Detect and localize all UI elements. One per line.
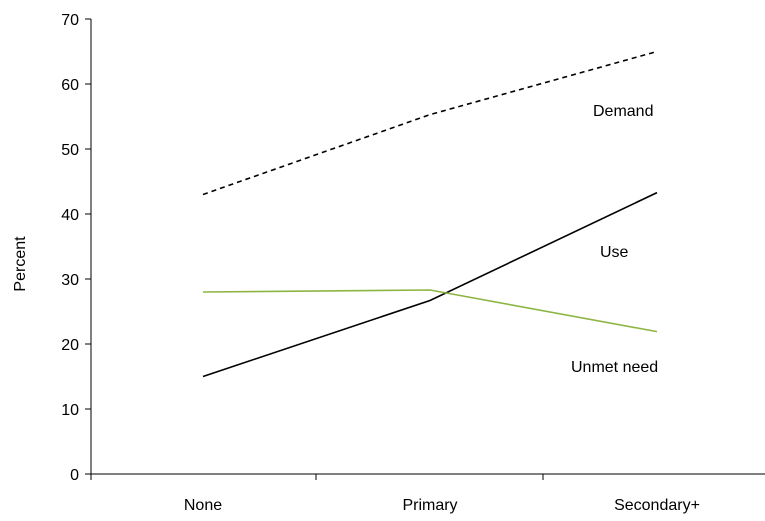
series-labels: Demand Use Unmet need [571, 103, 658, 376]
y-tick-label: 60 [61, 77, 79, 94]
y-tick-label: 50 [61, 142, 79, 159]
series-line-demand [202, 50, 658, 196]
series-label-demand: Demand [593, 103, 653, 120]
x-tick-label: Secondary+ [614, 497, 700, 514]
y-tick-label: 10 [61, 402, 79, 419]
series-label-unmet-need: Unmet need [571, 359, 658, 376]
series-lines [202, 50, 658, 378]
series-line-use [202, 191, 658, 378]
series-line-unmet-need [202, 289, 658, 333]
series-label-use: Use [600, 244, 629, 261]
y-tick-label: 70 [61, 12, 79, 29]
x-tick-label: Primary [402, 497, 457, 514]
y-axis: 0 10 20 30 40 50 60 70 [61, 12, 92, 484]
y-tick-label: 0 [70, 467, 79, 484]
y-tick-label: 30 [61, 272, 79, 289]
y-tick-label: 40 [61, 207, 79, 224]
x-tick-label: None [184, 497, 222, 514]
y-tick-label: 20 [61, 337, 79, 354]
y-axis-title: Percent [12, 236, 29, 292]
x-axis: None Primary Secondary+ [90, 473, 765, 514]
